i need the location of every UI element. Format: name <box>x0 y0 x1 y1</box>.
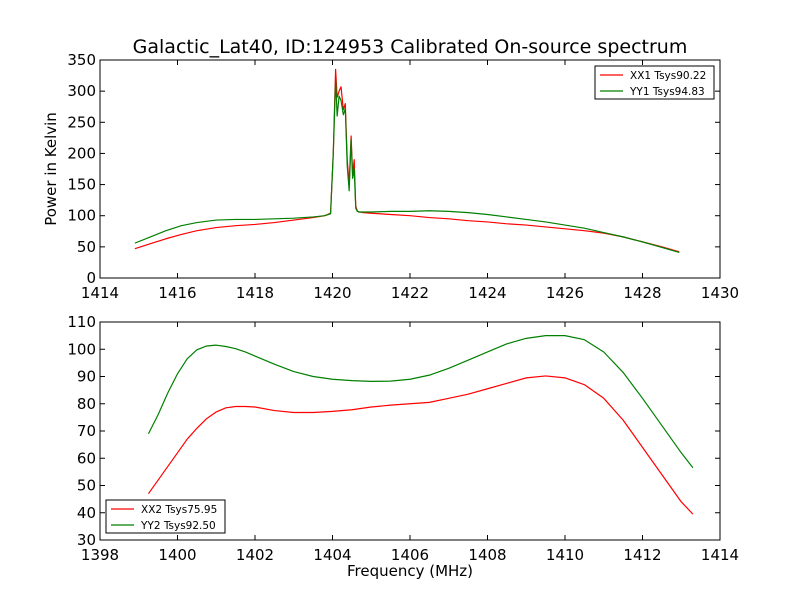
bottom-y-tick-label: 30 <box>77 531 96 549</box>
top-legend-label-xx1: XX1 Tsys90.22 <box>630 70 706 82</box>
bottom-x-tick-label: 1410 <box>546 546 584 564</box>
bottom-x-tick-label: 1402 <box>236 546 274 564</box>
top-x-tick-label: 1416 <box>158 284 196 302</box>
top-x-tick-label: 1418 <box>236 284 274 302</box>
top-y-tick-label: 250 <box>67 113 96 131</box>
top-legend-label-yy1: YY1 Tsys94.83 <box>629 86 705 98</box>
bottom-y-tick-label: 40 <box>77 504 96 522</box>
bottom-y-tick-label: 70 <box>77 422 96 440</box>
top-series-line-yy1 <box>134 79 680 254</box>
top-chart: Galactic_Lat40, ID:124953 Calibrated On-… <box>42 36 739 302</box>
bottom-series-line-yy2 <box>147 335 694 469</box>
top-x-tick-label: 1430 <box>701 284 739 302</box>
top-x-tick-label: 1420 <box>313 284 351 302</box>
bottom-x-tick-label: 1406 <box>391 546 429 564</box>
bottom-series-line-xx2 <box>147 375 694 515</box>
bottom-chart: Frequency (MHz) 1398 1400 1402 1404 1406 1408… <box>67 313 739 580</box>
bottom-y-tick-label: 90 <box>77 368 96 386</box>
top-plot-lines <box>134 68 680 254</box>
top-x-tick-label: 1424 <box>468 284 506 302</box>
top-y-tick-label: 50 <box>77 238 96 256</box>
top-y-tick-label: 300 <box>67 82 96 100</box>
bottom-legend-box <box>105 499 226 534</box>
bottom-legend-label-xx2: XX2 Tsys75.95 <box>141 504 217 516</box>
bottom-x-tick-label: 1414 <box>701 546 739 564</box>
bottom-x-tick-label: 1408 <box>468 546 506 564</box>
chart-title: Galactic_Lat40, ID:124953 Calibrated On-… <box>133 36 688 58</box>
x-axis-label: Frequency (MHz) <box>347 562 473 580</box>
bottom-y-tick-label: 50 <box>77 477 96 495</box>
top-x-tick-label: 1426 <box>546 284 584 302</box>
bottom-plot-frame <box>99 321 721 541</box>
bottom-x-tick-label: 1400 <box>158 546 196 564</box>
bottom-y-tick-label: 110 <box>67 313 96 331</box>
bottom-y-tick-label: 80 <box>77 395 96 413</box>
top-plot-frame <box>99 59 721 279</box>
top-x-tick-label: 1422 <box>391 284 429 302</box>
bottom-legend: XX2 Tsys75.95 YY2 Tsys92.50 <box>105 499 226 534</box>
bottom-x-tick-label: 1412 <box>623 546 661 564</box>
top-y-tick-label: 100 <box>67 207 96 225</box>
bottom-plot-lines <box>147 335 694 515</box>
bottom-y-tick-label: 100 <box>67 340 96 358</box>
top-x-tick-label: 1414 <box>81 284 119 302</box>
top-y-tick-label: 200 <box>67 144 96 162</box>
bottom-legend-label-yy2: YY2 Tsys92.50 <box>140 520 216 532</box>
bottom-x-tick-label: 1398 <box>81 546 119 564</box>
top-axis-ticks: 1414 1416 1418 1420 1422 1424 1426 1428 1430 0 50 1… <box>67 51 739 302</box>
top-y-axis-label: Power in Kelvin <box>42 112 60 226</box>
top-legend: XX1 Tsys90.22 YY1 Tsys94.83 <box>594 65 715 100</box>
bottom-axis-ticks: 1398 1400 1402 1404 1406 1408 1410 1412 1414 30 40… <box>67 313 739 564</box>
top-y-tick-label: 350 <box>67 51 96 69</box>
bottom-y-tick-label: 60 <box>77 449 96 467</box>
top-y-tick-label: 0 <box>86 269 96 287</box>
top-legend-box <box>594 65 715 100</box>
top-y-tick-label: 150 <box>67 176 96 194</box>
bottom-x-tick-label: 1404 <box>313 546 351 564</box>
top-x-tick-label: 1428 <box>623 284 661 302</box>
